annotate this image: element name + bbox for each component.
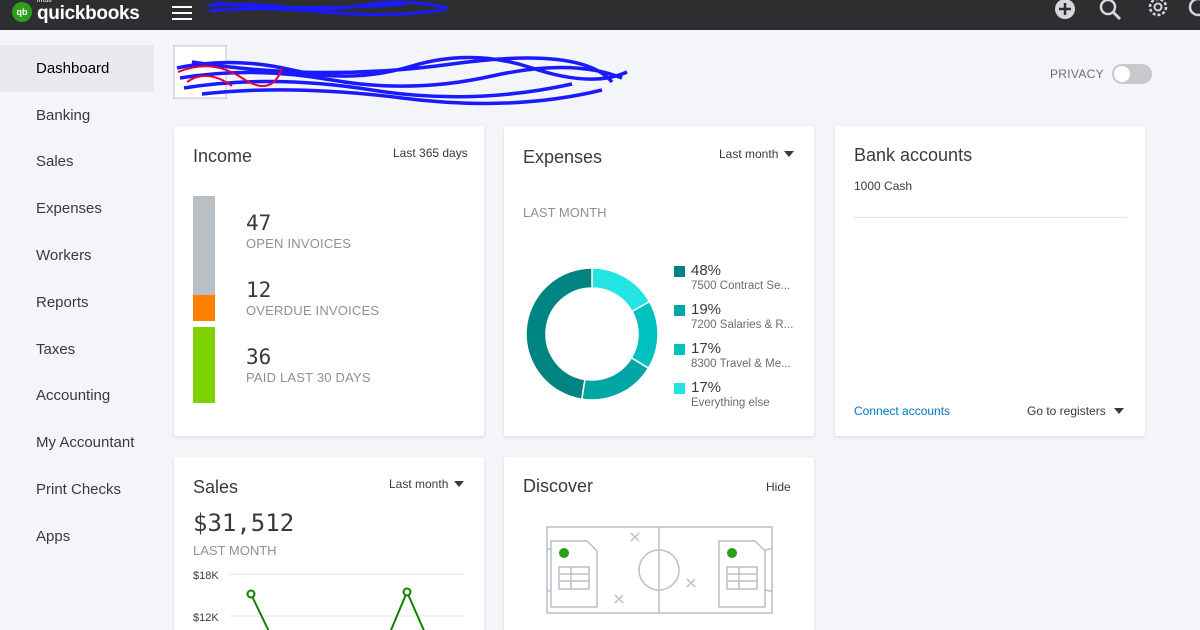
donut-slice[interactable]: [630, 300, 659, 370]
sales-point[interactable]: [402, 587, 412, 597]
legend-percent: 48%: [691, 262, 722, 279]
hamburger-icon[interactable]: [172, 6, 192, 22]
bank-account-name[interactable]: 1000 Cash: [854, 179, 913, 193]
sales-line-segment: [250, 593, 270, 630]
paid-invoices-stat[interactable]: 36 PAID LAST 30 DAYS: [246, 345, 371, 385]
plus-icon[interactable]: [1052, 0, 1078, 22]
sidebar-item-reports[interactable]: Reports: [36, 293, 89, 311]
expenses-donut-chart[interactable]: [522, 264, 662, 404]
open-invoices-count: 47: [246, 211, 272, 235]
sidebar-item-accounting[interactable]: Accounting: [36, 387, 111, 405]
sidebar-item-workers[interactable]: Workers: [36, 247, 92, 265]
legend-name: 8300 Travel & Me...: [691, 358, 791, 370]
sales-line-segment: [389, 589, 425, 630]
donut-slice[interactable]: [525, 267, 593, 401]
paid-count: 36: [246, 345, 272, 369]
qb-logo-icon: qb: [12, 2, 32, 22]
legend-name: 7500 Contract Se...: [691, 280, 791, 292]
top-bar: qb intuit quickbooks: [0, 0, 1200, 30]
sales-range-label: Last month: [389, 477, 449, 491]
bank-accounts-title: Bank accounts: [854, 145, 973, 165]
discover-title: Discover: [523, 476, 594, 496]
income-bar-paid: [193, 326, 215, 403]
bank-accounts-card: Bank accounts 1000 Cash Connect accounts…: [835, 126, 1145, 436]
chevron-down-icon: [1113, 408, 1124, 414]
privacy-label: PRIVACY: [1050, 67, 1104, 81]
legend-item[interactable]: 17% 8300 Travel & Me...: [674, 341, 809, 380]
legend-item[interactable]: 17% Everything else: [674, 380, 809, 419]
sidebar-item-expenses[interactable]: Expenses: [36, 200, 102, 218]
expenses-range-label: Last month: [719, 147, 779, 161]
income-title: Income: [193, 146, 253, 166]
legend-item[interactable]: 19% 7200 Salaries & R...: [674, 302, 809, 341]
income-range-filter[interactable]: Last 365 days: [393, 146, 468, 160]
overdue-invoices-stat[interactable]: 12 OVERDUE INVOICES: [246, 278, 379, 318]
sidebar-item-sales[interactable]: Sales: [36, 153, 74, 171]
income-bar-overdue: [193, 295, 215, 321]
legend-name: Everything else: [691, 397, 770, 409]
open-invoices-stat[interactable]: 47 OPEN INVOICES: [246, 211, 351, 251]
chevron-down-icon: [784, 151, 795, 157]
sidebar-item-dashboard[interactable]: Dashboard: [0, 45, 154, 92]
legend-swatch: [674, 383, 685, 394]
sidebar-item-taxes[interactable]: Taxes: [36, 340, 76, 358]
divider: [854, 217, 1126, 218]
legend-swatch: [674, 305, 685, 316]
legend-swatch: [674, 344, 685, 355]
paid-label: PAID LAST 30 DAYS: [246, 370, 371, 385]
go-to-registers-label: Go to registers: [1027, 404, 1106, 418]
expenses-range-dropdown[interactable]: Last month: [719, 147, 795, 161]
logo-intuit-text: intuit: [37, 0, 52, 4]
y-tick-label: $12K: [193, 612, 219, 624]
sidebar-nav: Dashboard Banking Sales Expenses Workers…: [0, 45, 154, 560]
privacy-toggle[interactable]: [1111, 64, 1152, 84]
donut-slice[interactable]: [591, 267, 651, 313]
sidebar-item-my-accountant[interactable]: My Accountant: [36, 434, 135, 452]
quickbooks-logo[interactable]: qb intuit quickbooks: [12, 0, 140, 30]
discover-card: Discover Hide: [504, 457, 814, 630]
donut-slice[interactable]: [580, 356, 650, 401]
sales-card: Sales Last month $31,512 LAST MONTH $18K…: [174, 457, 484, 630]
redacted-company-name-scribble: [206, 0, 449, 17]
sidebar-item-apps[interactable]: Apps: [36, 527, 71, 545]
income-stacked-bar[interactable]: [193, 196, 215, 403]
search-icon[interactable]: [1098, 0, 1124, 22]
sidebar-item-print-checks[interactable]: Print Checks: [36, 481, 122, 499]
expenses-legend: 48% 7500 Contract Se... 19% 7200 Salarie…: [674, 263, 809, 419]
sales-amount: $31,512: [193, 509, 295, 537]
sales-line-chart[interactable]: $18K $12K: [174, 562, 484, 630]
sales-subtitle: LAST MONTH: [193, 543, 277, 558]
privacy-control: PRIVACY: [1050, 64, 1152, 84]
expenses-card: Expenses Last month LAST MONTH 48% 7500 …: [504, 126, 814, 436]
redacted-company-name-scribble: [176, 55, 628, 106]
y-tick-label: $18K: [193, 570, 219, 582]
logo-text: quickbooks: [37, 3, 140, 24]
help-icon[interactable]: [1186, 0, 1200, 22]
expenses-subtitle: LAST MONTH: [523, 205, 607, 220]
legend-name: 7200 Salaries & R...: [691, 319, 794, 331]
income-bar-open: [193, 196, 215, 296]
legend-percent: 17%: [691, 340, 722, 357]
legend-percent: 19%: [691, 301, 722, 318]
sales-point[interactable]: [246, 589, 256, 599]
overdue-invoices-count: 12: [246, 278, 272, 302]
go-to-registers-dropdown[interactable]: Go to registers: [1027, 404, 1124, 418]
chevron-down-icon: [454, 481, 465, 487]
sidebar-item-banking[interactable]: Banking: [36, 106, 91, 124]
hide-discover-button[interactable]: Hide: [766, 480, 791, 494]
expenses-title: Expenses: [523, 147, 603, 167]
discover-illustration: [546, 526, 773, 614]
open-invoices-label: OPEN INVOICES: [246, 236, 352, 251]
sales-title: Sales: [193, 477, 239, 497]
sales-range-dropdown[interactable]: Last month: [389, 477, 465, 491]
income-card: Income Last 365 days 47 OPEN INVOICES 12…: [174, 126, 484, 436]
legend-percent: 17%: [691, 379, 722, 396]
legend-item[interactable]: 48% 7500 Contract Se...: [674, 263, 809, 302]
gear-icon[interactable]: [1145, 0, 1171, 22]
connect-accounts-link[interactable]: Connect accounts: [854, 404, 951, 418]
overdue-invoices-label: OVERDUE INVOICES: [246, 303, 380, 318]
legend-swatch: [674, 266, 685, 277]
